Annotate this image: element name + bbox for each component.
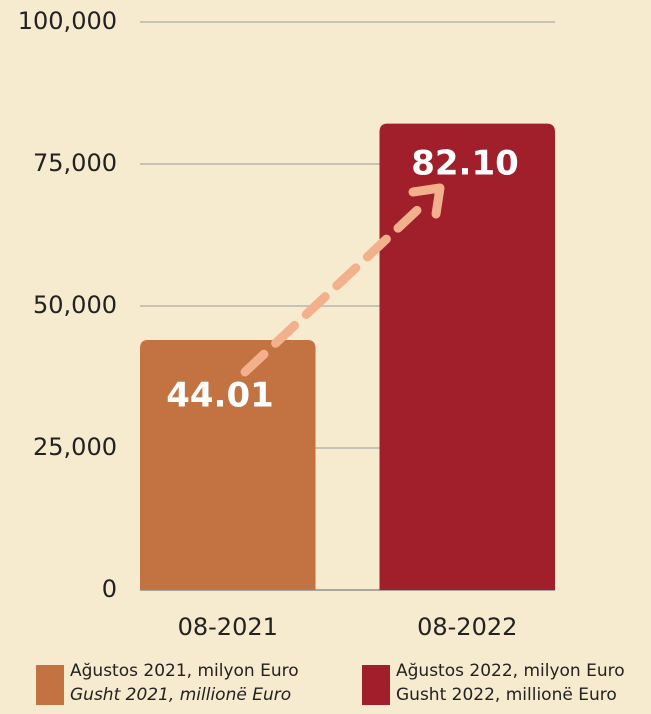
y-tick-label: 25,000 [33,433,117,461]
bar [379,123,555,590]
legend-label: Gusht 2021, millionë Euro [70,685,291,705]
x-tick-label: 08-2022 [417,613,517,641]
y-tick-label: 75,000 [33,149,117,177]
legend-swatch [362,665,390,705]
bars [140,123,555,590]
arrow-head [408,183,445,219]
legend-swatch [36,665,64,705]
y-tick-label: 100,000 [18,7,117,35]
labels: 0 25,000 50,000 75,000 100,000 08-2021 44.01 08… [18,7,625,705]
legend-label: Gusht 2022, millionë Euro [396,685,617,705]
y-tick-label: 0 [102,575,117,603]
legend-label: Ağustos 2021, milyon Euro [70,661,299,681]
arrow-line [240,195,433,377]
y-tick-label: 50,000 [33,291,117,319]
trend-arrow [240,183,445,377]
bar [140,340,316,590]
value-label: 44.01 [166,376,274,416]
legend-label: Ağustos 2022, milyon Euro [396,661,625,681]
x-tick-label: 08-2021 [178,613,278,641]
value-label: 82.10 [411,144,519,184]
